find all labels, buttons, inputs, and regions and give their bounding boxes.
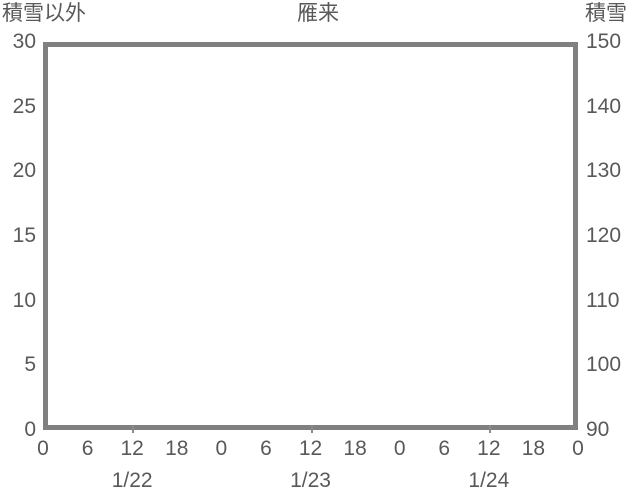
x-axis-tick-label: 0 xyxy=(572,437,584,460)
right-axis-tick-label: 100 xyxy=(586,353,622,377)
left-axis-tick-label: 20 xyxy=(12,159,36,183)
right-axis-tick-label: 130 xyxy=(586,159,622,183)
x-axis-tick-label: 0 xyxy=(37,437,49,460)
right-axis-tick-label: 120 xyxy=(586,224,622,247)
plot-frame xyxy=(43,42,578,430)
left-axis-tick-label: 0 xyxy=(24,418,36,441)
x-axis-tick-label: 6 xyxy=(260,437,272,460)
x-axis-tick-mark xyxy=(310,425,313,433)
left-axis-tick-label: 30 xyxy=(12,30,36,53)
left-axis-tick-label: 15 xyxy=(12,224,36,247)
x-axis-day-label: 1/24 xyxy=(468,469,510,492)
x-axis-tick-label: 0 xyxy=(393,437,406,460)
x-axis-tick-label: 12 xyxy=(298,437,323,460)
x-axis-tick-label: 18 xyxy=(165,437,189,460)
x-axis-day-label: 1/23 xyxy=(290,469,331,492)
right-axis-tick-label: 90 xyxy=(586,418,610,441)
x-axis-tick-label: 0 xyxy=(215,437,228,460)
right-axis-tick-label: 150 xyxy=(586,30,622,53)
right-axis-caption: 積雪 xyxy=(585,2,627,25)
x-axis-tick-label: 18 xyxy=(343,437,367,460)
x-axis-tick-label: 6 xyxy=(81,437,94,460)
x-axis-tick-label: 12 xyxy=(477,437,501,460)
chart-title: 雁来 xyxy=(297,2,339,25)
left-axis-tick-label: 10 xyxy=(12,288,36,312)
x-axis-tick-label: 12 xyxy=(120,437,144,460)
right-axis-tick-label: 110 xyxy=(586,288,620,312)
left-axis-tick-label: 5 xyxy=(24,353,36,377)
left-axis-caption: 積雪以外 xyxy=(2,2,86,25)
x-axis-day-label: 1/22 xyxy=(111,469,153,492)
left-axis-tick-label: 25 xyxy=(12,94,36,118)
right-axis-tick-label: 140 xyxy=(586,94,622,118)
x-axis-tick-mark xyxy=(132,425,135,433)
x-axis-tick-label: 18 xyxy=(521,437,546,460)
x-axis-tick-label: 6 xyxy=(438,437,451,460)
x-axis-tick-mark xyxy=(488,425,491,433)
